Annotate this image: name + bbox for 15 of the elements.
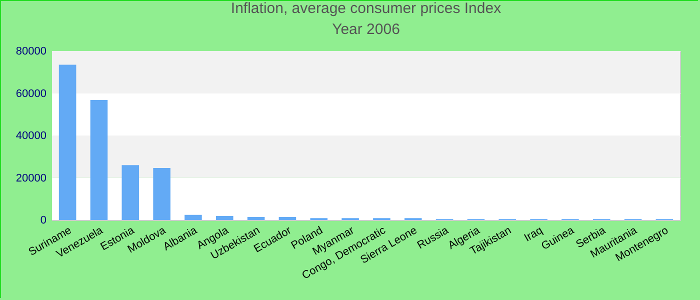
y-tick-label: 20000 [16,172,46,184]
y-tick-label: 40000 [16,130,46,142]
y-tick-label: 60000 [16,88,46,100]
bar [184,214,202,220]
bar [247,217,265,220]
bar [278,217,296,220]
chart-subtitle: Year 2006 [332,21,400,38]
bar [153,168,170,220]
bar [122,165,140,220]
y-tick-label: 80000 [16,46,46,58]
bar [58,64,76,220]
bar [90,100,108,220]
y-tick-label: 0 [40,214,46,226]
chart-title: Inflation, average consumer prices Index [230,0,502,17]
bar [216,216,234,220]
